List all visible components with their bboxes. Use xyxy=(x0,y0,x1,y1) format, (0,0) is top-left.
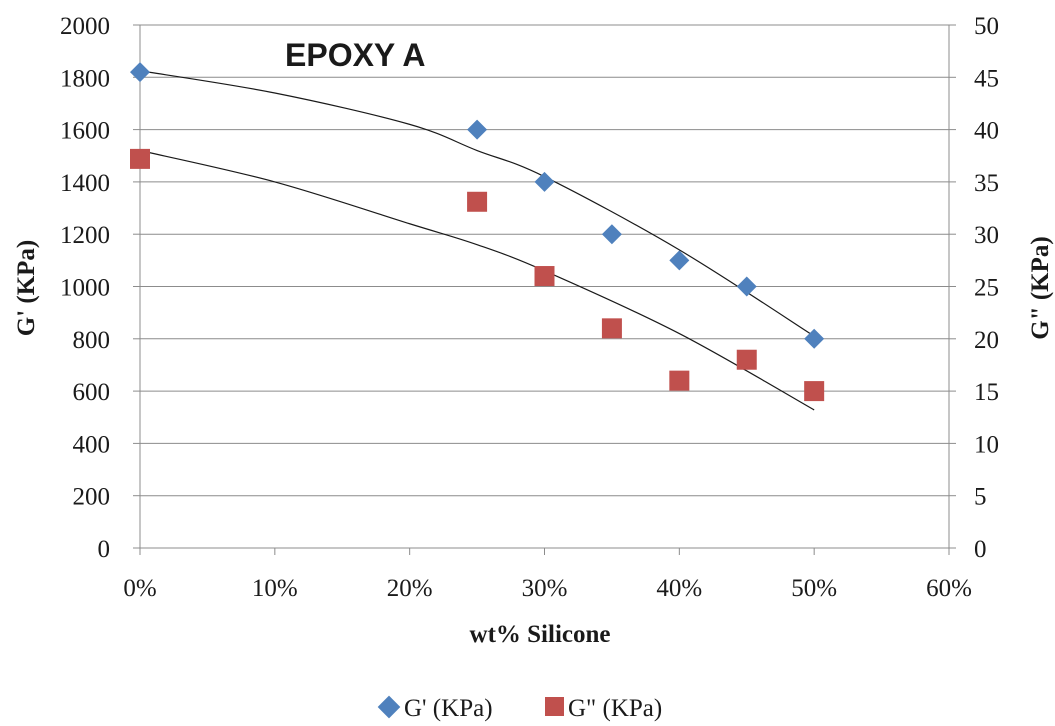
y2-tick-label: 25 xyxy=(974,275,999,302)
right-y-axis-title: G" (KPa) xyxy=(1027,236,1054,339)
axes xyxy=(133,24,956,555)
x-tick-label: 40% xyxy=(656,575,702,602)
data-point-g-prime xyxy=(467,119,488,140)
y2-tick-label: 30 xyxy=(974,222,999,249)
y-tick-label: 600 xyxy=(73,379,111,406)
legend-marker-g-double-prime xyxy=(545,697,564,716)
y-tick-label: 2000 xyxy=(60,13,110,40)
data-points xyxy=(130,62,825,402)
y2-tick-label: 50 xyxy=(974,13,999,40)
data-point-g-double-prime xyxy=(467,191,488,212)
data-point-g-prime xyxy=(534,171,555,192)
data-point-g-double-prime xyxy=(534,266,555,287)
data-point-g-prime xyxy=(804,328,825,349)
y-tick-label: 1400 xyxy=(60,170,110,197)
y2-tick-label: 40 xyxy=(974,118,999,145)
data-point-g-double-prime xyxy=(736,349,757,370)
legend: G' (KPa) G" (KPa) xyxy=(377,695,662,722)
x-tick-label: 0% xyxy=(123,575,156,602)
y2-tick-label: 0 xyxy=(974,536,987,563)
x-tick-labels: 0% 10% 20% 30% 40% 50% 60% xyxy=(123,575,972,602)
legend-label-g-double-prime: G" (KPa) xyxy=(568,695,662,722)
data-point-g-prime xyxy=(736,276,757,297)
data-point-g-prime xyxy=(130,62,150,83)
data-point-g-double-prime xyxy=(669,370,690,391)
y2-tick-label: 5 xyxy=(974,484,987,511)
trendlines xyxy=(139,70,815,411)
gridlines xyxy=(140,24,949,549)
y-tick-label: 1200 xyxy=(60,222,110,249)
y-tick-label: 400 xyxy=(73,431,111,458)
y2-tick-label: 10 xyxy=(974,431,999,458)
trendline-g-double-prime xyxy=(139,149,815,411)
legend-label-g-prime: G' (KPa) xyxy=(404,695,493,722)
legend-marker-g-prime xyxy=(377,695,401,719)
trendline-g-prime xyxy=(139,70,815,337)
x-tick-label: 50% xyxy=(791,575,837,602)
y-tick-label: 1800 xyxy=(60,65,110,92)
y-tick-label: 1000 xyxy=(60,275,110,302)
y-tick-label: 1600 xyxy=(60,118,110,145)
y-tick-label: 200 xyxy=(73,484,111,511)
y2-tick-label: 15 xyxy=(974,379,999,406)
left-y-axis-title: G' (KPa) xyxy=(13,240,40,337)
y-tick-label: 800 xyxy=(73,327,111,354)
right-y-tick-labels: 0 5 10 15 20 25 30 35 40 45 50 xyxy=(974,13,999,563)
left-y-tick-labels: 0 200 400 600 800 1000 1200 1400 1600 1800 2000 xyxy=(60,13,110,563)
data-point-g-prime xyxy=(601,224,622,245)
chart-title: EPOXY A xyxy=(285,37,426,73)
data-point-g-double-prime xyxy=(130,148,150,169)
data-point-g-prime xyxy=(669,250,690,271)
x-axis-title: wt% Silicone xyxy=(470,621,611,648)
y2-tick-label: 20 xyxy=(974,327,999,354)
y2-tick-label: 45 xyxy=(974,65,999,92)
x-tick-label: 30% xyxy=(522,575,568,602)
x-tick-label: 10% xyxy=(252,575,298,602)
x-tick-label: 60% xyxy=(926,575,972,602)
x-tick-label: 20% xyxy=(387,575,433,602)
y2-tick-label: 35 xyxy=(974,170,999,197)
data-point-g-double-prime xyxy=(601,318,622,339)
y-tick-label: 0 xyxy=(98,536,111,563)
data-point-g-double-prime xyxy=(804,381,825,402)
